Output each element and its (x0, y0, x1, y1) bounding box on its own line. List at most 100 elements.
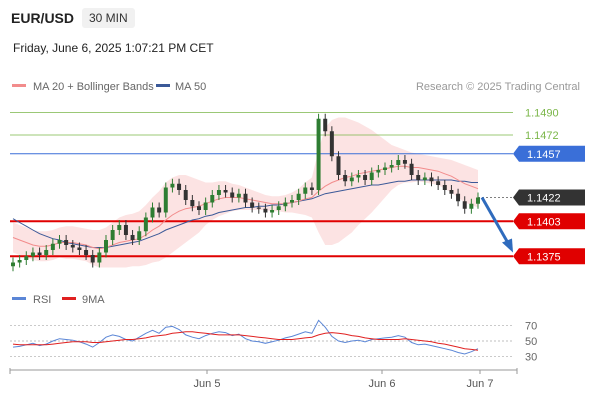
candle (316, 113, 321, 195)
candle-body (336, 156, 341, 175)
level-tag-1-1422: 1.1422 (513, 189, 585, 206)
candle-body (177, 183, 182, 190)
candle-body (476, 197, 480, 204)
candle (329, 126, 334, 162)
candle (230, 187, 235, 203)
candle-body (462, 201, 467, 209)
candle-body (117, 225, 122, 230)
candle (150, 202, 155, 223)
level-tag-1-1375: 1.1375 (513, 248, 585, 265)
legend-layer: MA 20 + Bollinger Bands MA 50 Research ©… (12, 81, 580, 306)
candle-body (230, 192, 235, 198)
level-label-1-1490: 1.1490 (525, 108, 559, 120)
level-tag-text: 1.1422 (527, 193, 561, 205)
candle-body (143, 217, 148, 232)
rsi-ma-legend-label: 9MA (82, 294, 105, 306)
candle (143, 212, 148, 237)
candle-body (236, 193, 241, 198)
candle (349, 172, 354, 187)
candle-body (157, 207, 162, 213)
candle (256, 202, 261, 214)
candle (296, 188, 301, 205)
candles-layer (11, 113, 480, 272)
candle-body (203, 202, 208, 210)
candle (77, 242, 82, 255)
candle (409, 158, 414, 180)
candle-body (183, 190, 188, 200)
projection-arrow-head (502, 238, 513, 253)
x-tick-label: Jun 7 (467, 378, 494, 390)
candle-body (343, 175, 348, 182)
candle (197, 201, 201, 215)
candle-body (263, 208, 268, 213)
candle-body (396, 160, 401, 165)
candle-body (97, 252, 102, 263)
candle (263, 203, 268, 218)
candle (276, 201, 281, 215)
candle-body (11, 262, 15, 267)
candle (70, 240, 75, 253)
ma20-legend-swatch (12, 84, 26, 87)
candle-body (456, 193, 461, 202)
candle-body (369, 172, 374, 180)
candle-body (329, 131, 334, 157)
candle-body (104, 240, 108, 253)
candle-body (223, 190, 228, 193)
candle-body (449, 190, 454, 194)
candle-body (416, 175, 421, 180)
candle (449, 185, 454, 199)
candle-body (77, 247, 82, 250)
candle (383, 162, 387, 175)
candle-body (170, 183, 175, 188)
candle (183, 185, 188, 205)
candle (429, 172, 434, 187)
timeframe-badge[interactable]: 30 MIN (82, 8, 135, 28)
candle (236, 188, 241, 203)
level-tag-text: 1.1375 (527, 251, 561, 263)
candle (469, 198, 474, 214)
candle (157, 202, 162, 218)
candle-body (57, 240, 62, 244)
datetime-label: Friday, June 6, 2025 1:07:21 PM CET (13, 41, 214, 55)
candle-body (150, 207, 155, 218)
ma20-legend-label: MA 20 + Bollinger Bands (33, 81, 154, 93)
candle-body (137, 231, 142, 240)
candle-body (243, 193, 248, 203)
rsi-legend-swatch (12, 297, 26, 300)
candle (436, 176, 441, 190)
candle (11, 257, 15, 272)
candle (210, 190, 215, 208)
candle-body (376, 170, 381, 173)
candle-body (283, 202, 288, 207)
candle (84, 245, 89, 260)
ma50-legend-label: MA 50 (175, 81, 206, 93)
candle-body (123, 225, 128, 235)
candle (442, 180, 447, 195)
candle (389, 160, 394, 173)
level-tag-1-1403: 1.1403 (513, 213, 585, 230)
candle (44, 245, 49, 260)
research-credit: Research © 2025 Trading Central (416, 81, 580, 93)
candle (303, 182, 308, 199)
candle-body (50, 243, 55, 250)
candle (290, 195, 294, 208)
level-tag-bg (513, 189, 585, 206)
candle-body (309, 187, 314, 190)
candle (309, 182, 314, 195)
x-tick-label: Jun 6 (369, 378, 396, 390)
candle (223, 185, 228, 198)
candle (396, 155, 401, 170)
time-axis: Jun 5 Jun 6 Jun 7 (9, 368, 518, 390)
candle-body (363, 175, 368, 180)
candle-body (130, 235, 135, 240)
candle (456, 188, 461, 207)
candle-body (349, 177, 354, 182)
candle-body (389, 165, 394, 168)
candle (270, 205, 275, 218)
candle (117, 220, 122, 235)
candle (163, 182, 168, 218)
candle-body (70, 245, 75, 248)
price-labels-layer: 1.1490 1.1472 1.1457 1.1422 1.1403 1.1375 (480, 108, 585, 265)
candle (336, 151, 341, 180)
